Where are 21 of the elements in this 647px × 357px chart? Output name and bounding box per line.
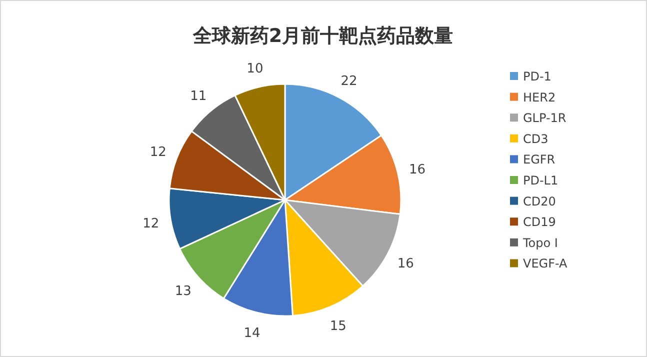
legend-label: HER2 xyxy=(523,90,556,104)
data-label: 13 xyxy=(174,284,192,300)
data-label: 16 xyxy=(409,162,426,178)
legend-label: PD-1 xyxy=(523,70,552,84)
data-label: 12 xyxy=(150,145,166,160)
chart-title: 全球新药2月前十靶点药品数量 xyxy=(192,25,454,47)
legend-label: VEGF-A xyxy=(523,256,568,271)
data-label: 12 xyxy=(142,216,160,232)
data-label: 14 xyxy=(244,326,260,341)
data-label: 11 xyxy=(190,89,207,104)
data-label: 22 xyxy=(340,74,358,90)
legend-label: PD-L1 xyxy=(523,174,558,188)
data-label: 10 xyxy=(246,61,264,76)
legend-label: CD3 xyxy=(523,132,548,146)
data-label: 16 xyxy=(397,256,414,272)
data-label: 15 xyxy=(330,319,346,334)
legend-label: Topo I xyxy=(522,236,558,250)
legend-label: EGFR xyxy=(523,152,556,167)
legend-label: CD20 xyxy=(523,194,556,208)
legend-label: CD19 xyxy=(523,215,556,230)
legend-label: GLP-1R xyxy=(523,111,566,126)
